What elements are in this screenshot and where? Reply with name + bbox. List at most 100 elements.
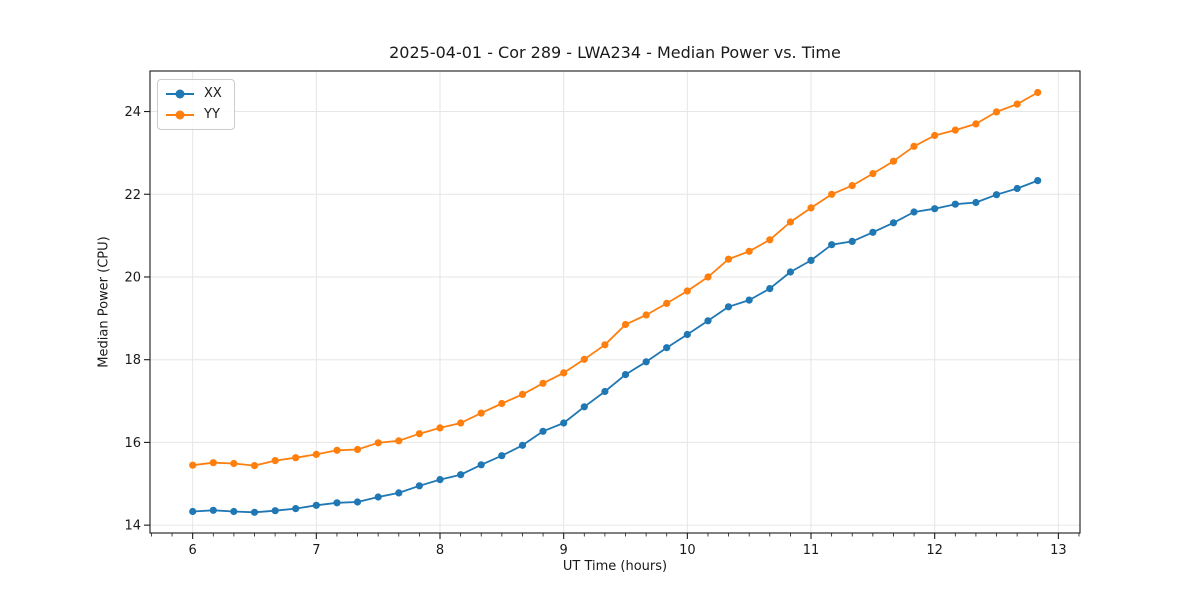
data-point-yy xyxy=(848,182,856,190)
data-point-xx xyxy=(560,419,568,427)
data-point-xx xyxy=(931,205,939,213)
data-point-yy xyxy=(477,409,485,417)
data-point-xx xyxy=(539,427,547,435)
data-point-yy xyxy=(209,459,217,467)
data-point-yy xyxy=(189,461,197,469)
legend-label-yy: YY xyxy=(204,107,220,122)
data-point-xx xyxy=(498,452,506,460)
data-point-xx xyxy=(1013,184,1021,193)
series-line-yy xyxy=(192,91,1039,467)
data-point-xx xyxy=(972,198,980,207)
data-point-xx xyxy=(683,330,691,339)
x-tick-label: 10 xyxy=(679,543,696,558)
data-point-yy xyxy=(230,459,238,468)
series-line-xx xyxy=(192,179,1039,514)
data-point-yy xyxy=(642,311,650,319)
data-point-xx xyxy=(601,387,609,396)
data-point-yy xyxy=(560,369,568,377)
data-point-xx xyxy=(869,228,877,236)
data-point-yy xyxy=(395,437,403,445)
data-point-xx xyxy=(786,268,795,276)
data-point-xx xyxy=(415,482,423,490)
data-point-xx xyxy=(951,200,959,208)
data-point-yy xyxy=(869,170,877,178)
data-point-yy xyxy=(766,236,774,244)
data-point-xx xyxy=(704,317,712,325)
axes-spines xyxy=(149,70,1081,534)
y-tick-label: 16 xyxy=(124,436,141,451)
x-tick-label: 8 xyxy=(436,543,444,558)
data-point-xx xyxy=(580,403,588,411)
chart-title: 2025-04-01 - Cor 289 - LWA234 - Median P… xyxy=(389,43,841,62)
data-point-xx xyxy=(374,493,382,501)
data-point-yy xyxy=(972,120,980,128)
data-point-yy xyxy=(1013,100,1021,108)
data-point-yy xyxy=(910,142,918,150)
data-point-yy xyxy=(539,379,547,387)
y-tick-label: 24 xyxy=(124,105,141,120)
data-point-yy xyxy=(457,419,465,427)
x-tick-label: 13 xyxy=(1050,543,1067,558)
data-point-xx xyxy=(848,237,856,245)
y-tick-label: 14 xyxy=(124,519,141,534)
data-point-yy xyxy=(828,190,836,198)
data-point-yy xyxy=(807,204,815,212)
data-point-yy xyxy=(889,157,898,165)
data-point-yy xyxy=(704,273,712,281)
data-point-xx xyxy=(621,371,630,379)
data-point-yy xyxy=(271,457,279,465)
data-point-xx xyxy=(395,489,403,497)
x-axis-label: UT Time (hours) xyxy=(562,559,668,574)
data-point-yy xyxy=(786,218,795,226)
data-point-xx xyxy=(910,208,918,216)
legend-label-xx: XX xyxy=(204,86,222,101)
data-point-yy xyxy=(1034,88,1042,97)
data-point-yy xyxy=(498,399,506,408)
data-point-xx xyxy=(436,476,444,484)
x-tick-label: 7 xyxy=(312,543,320,558)
data-point-yy xyxy=(518,390,527,398)
y-tick-label: 20 xyxy=(124,270,141,285)
legend-marker-icon xyxy=(175,89,185,99)
data-point-xx xyxy=(642,358,650,366)
legend-swatch-xx xyxy=(166,89,194,99)
data-point-xx xyxy=(292,505,300,513)
data-point-xx xyxy=(828,241,836,249)
data-point-xx xyxy=(457,471,465,479)
legend: XX YY xyxy=(157,79,235,130)
data-point-xx xyxy=(353,498,362,506)
x-tick-label: 11 xyxy=(803,543,820,558)
data-point-xx xyxy=(724,303,733,311)
data-point-xx xyxy=(209,506,217,514)
data-point-yy xyxy=(250,462,259,470)
data-point-yy xyxy=(724,255,733,263)
data-point-yy xyxy=(580,355,588,363)
data-point-yy xyxy=(992,108,1001,116)
y-tick-label: 18 xyxy=(124,353,141,368)
data-point-xx xyxy=(766,285,774,293)
data-point-xx xyxy=(992,191,1001,199)
data-point-xx xyxy=(1034,177,1042,185)
data-point-yy xyxy=(663,299,671,307)
legend-swatch-yy xyxy=(166,110,194,120)
data-point-yy xyxy=(353,445,362,454)
data-point-xx xyxy=(333,499,341,507)
data-point-xx xyxy=(518,441,527,449)
data-point-yy xyxy=(415,430,423,438)
data-point-yy xyxy=(374,439,382,447)
data-point-xx xyxy=(312,501,320,509)
data-point-xx xyxy=(477,461,485,469)
data-point-xx xyxy=(889,219,898,227)
data-point-xx xyxy=(189,507,197,516)
data-point-xx xyxy=(230,507,238,516)
y-tick-label: 22 xyxy=(124,188,141,203)
data-point-xx xyxy=(663,344,671,352)
data-point-yy xyxy=(745,247,753,255)
data-point-yy xyxy=(621,320,630,329)
data-point-xx xyxy=(250,508,259,516)
x-tick-label: 9 xyxy=(560,543,568,558)
data-point-yy xyxy=(292,454,300,462)
data-point-yy xyxy=(601,341,609,349)
